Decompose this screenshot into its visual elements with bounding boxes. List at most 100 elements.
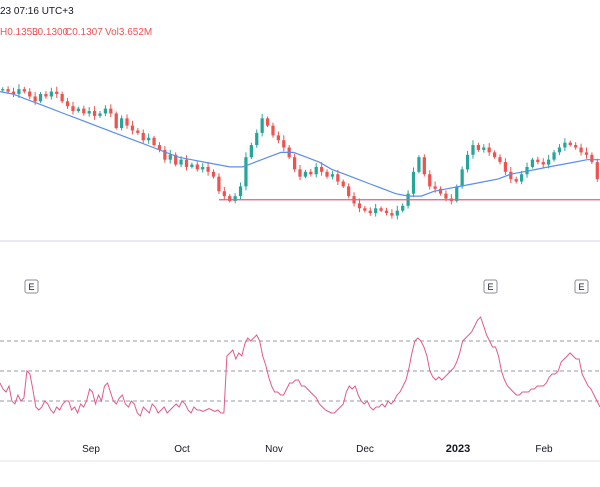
candle — [44, 91, 48, 99]
candle-body — [206, 166, 210, 172]
candle-body — [444, 193, 448, 199]
candle — [22, 86, 26, 94]
header-high: H0.1353 — [0, 27, 38, 38]
candle-body — [233, 196, 237, 201]
candle-body — [455, 186, 459, 201]
candle — [514, 176, 518, 184]
candle-body — [125, 118, 129, 126]
candle-body — [282, 140, 286, 148]
candle — [49, 87, 53, 100]
candle — [71, 101, 75, 115]
candle-body — [22, 89, 26, 92]
candle — [157, 142, 162, 153]
candle-body — [65, 101, 70, 107]
time-axis-label: Sep — [82, 444, 100, 455]
candle — [228, 194, 232, 203]
earnings-marker: E — [24, 279, 39, 294]
candle — [303, 169, 308, 179]
candle-body — [130, 125, 135, 131]
candle-body — [60, 94, 64, 102]
candle — [130, 120, 135, 135]
candle-body — [357, 203, 362, 209]
candle — [320, 162, 324, 176]
candle-body — [157, 145, 162, 150]
candle — [260, 113, 264, 137]
candle — [336, 169, 340, 186]
candle — [368, 207, 372, 216]
candle-body — [422, 157, 426, 175]
candle-body — [228, 196, 232, 201]
time-axis-label: Oct — [174, 444, 190, 455]
candle-body — [341, 181, 345, 187]
time-axis-label: Nov — [265, 444, 283, 455]
candle — [460, 166, 464, 189]
candle — [374, 203, 378, 217]
candle-body — [460, 169, 464, 187]
candle — [265, 116, 270, 128]
earnings-marker-label: E — [28, 282, 34, 292]
candle-body — [336, 174, 340, 182]
candle-body — [465, 154, 470, 170]
candle-body — [547, 159, 551, 165]
candle — [536, 156, 540, 165]
candle-body — [395, 210, 399, 216]
candle-body — [476, 145, 480, 150]
candle-body — [390, 213, 394, 216]
candle — [249, 142, 253, 160]
candle-body — [347, 186, 351, 197]
candle-body — [195, 164, 199, 170]
candle — [141, 129, 145, 143]
candle-body — [168, 154, 172, 160]
candle-body — [28, 91, 32, 97]
indicator-line — [0, 316, 600, 417]
candle-body — [363, 208, 367, 211]
candle-body — [120, 118, 124, 129]
candle-body — [417, 157, 421, 172]
candle-body — [260, 118, 264, 133]
candle-body — [17, 89, 21, 95]
candle-body — [303, 171, 308, 177]
candle-body — [136, 130, 140, 133]
candle-body — [276, 135, 280, 141]
candle — [136, 128, 140, 135]
candle-body — [438, 188, 443, 194]
earnings-marker-label: E — [578, 282, 584, 292]
candle-body — [595, 162, 599, 180]
candle — [238, 182, 243, 200]
candle — [584, 147, 589, 159]
candle-body — [530, 159, 535, 167]
candle-body — [541, 162, 545, 165]
candle — [17, 84, 21, 98]
candle — [282, 135, 286, 152]
indicator-pane — [0, 316, 600, 417]
header-volume: Vol3.652M — [105, 27, 152, 38]
candle — [276, 131, 280, 144]
candle-body — [184, 159, 189, 167]
candle-body — [563, 142, 567, 148]
candle — [76, 106, 80, 113]
candle — [38, 92, 43, 103]
candle — [152, 135, 156, 147]
candle-body — [536, 159, 540, 163]
time-axis-label: Feb — [535, 444, 553, 455]
candle — [417, 155, 421, 174]
candle-body — [428, 174, 432, 187]
candle — [87, 107, 91, 117]
candle-body — [292, 157, 297, 170]
candle-body — [557, 147, 562, 153]
candle-body — [1, 89, 5, 91]
candle-body — [87, 111, 91, 114]
candle-body — [482, 147, 486, 150]
candle — [471, 140, 475, 159]
candle — [401, 203, 405, 213]
candle — [211, 169, 216, 179]
earnings-marker-box — [483, 279, 498, 294]
candle-body — [368, 210, 372, 214]
candle-body — [271, 125, 275, 136]
candle — [503, 158, 508, 175]
candle — [60, 91, 64, 104]
candle-body — [163, 149, 167, 160]
candle-body — [38, 94, 43, 102]
candle — [579, 143, 583, 156]
